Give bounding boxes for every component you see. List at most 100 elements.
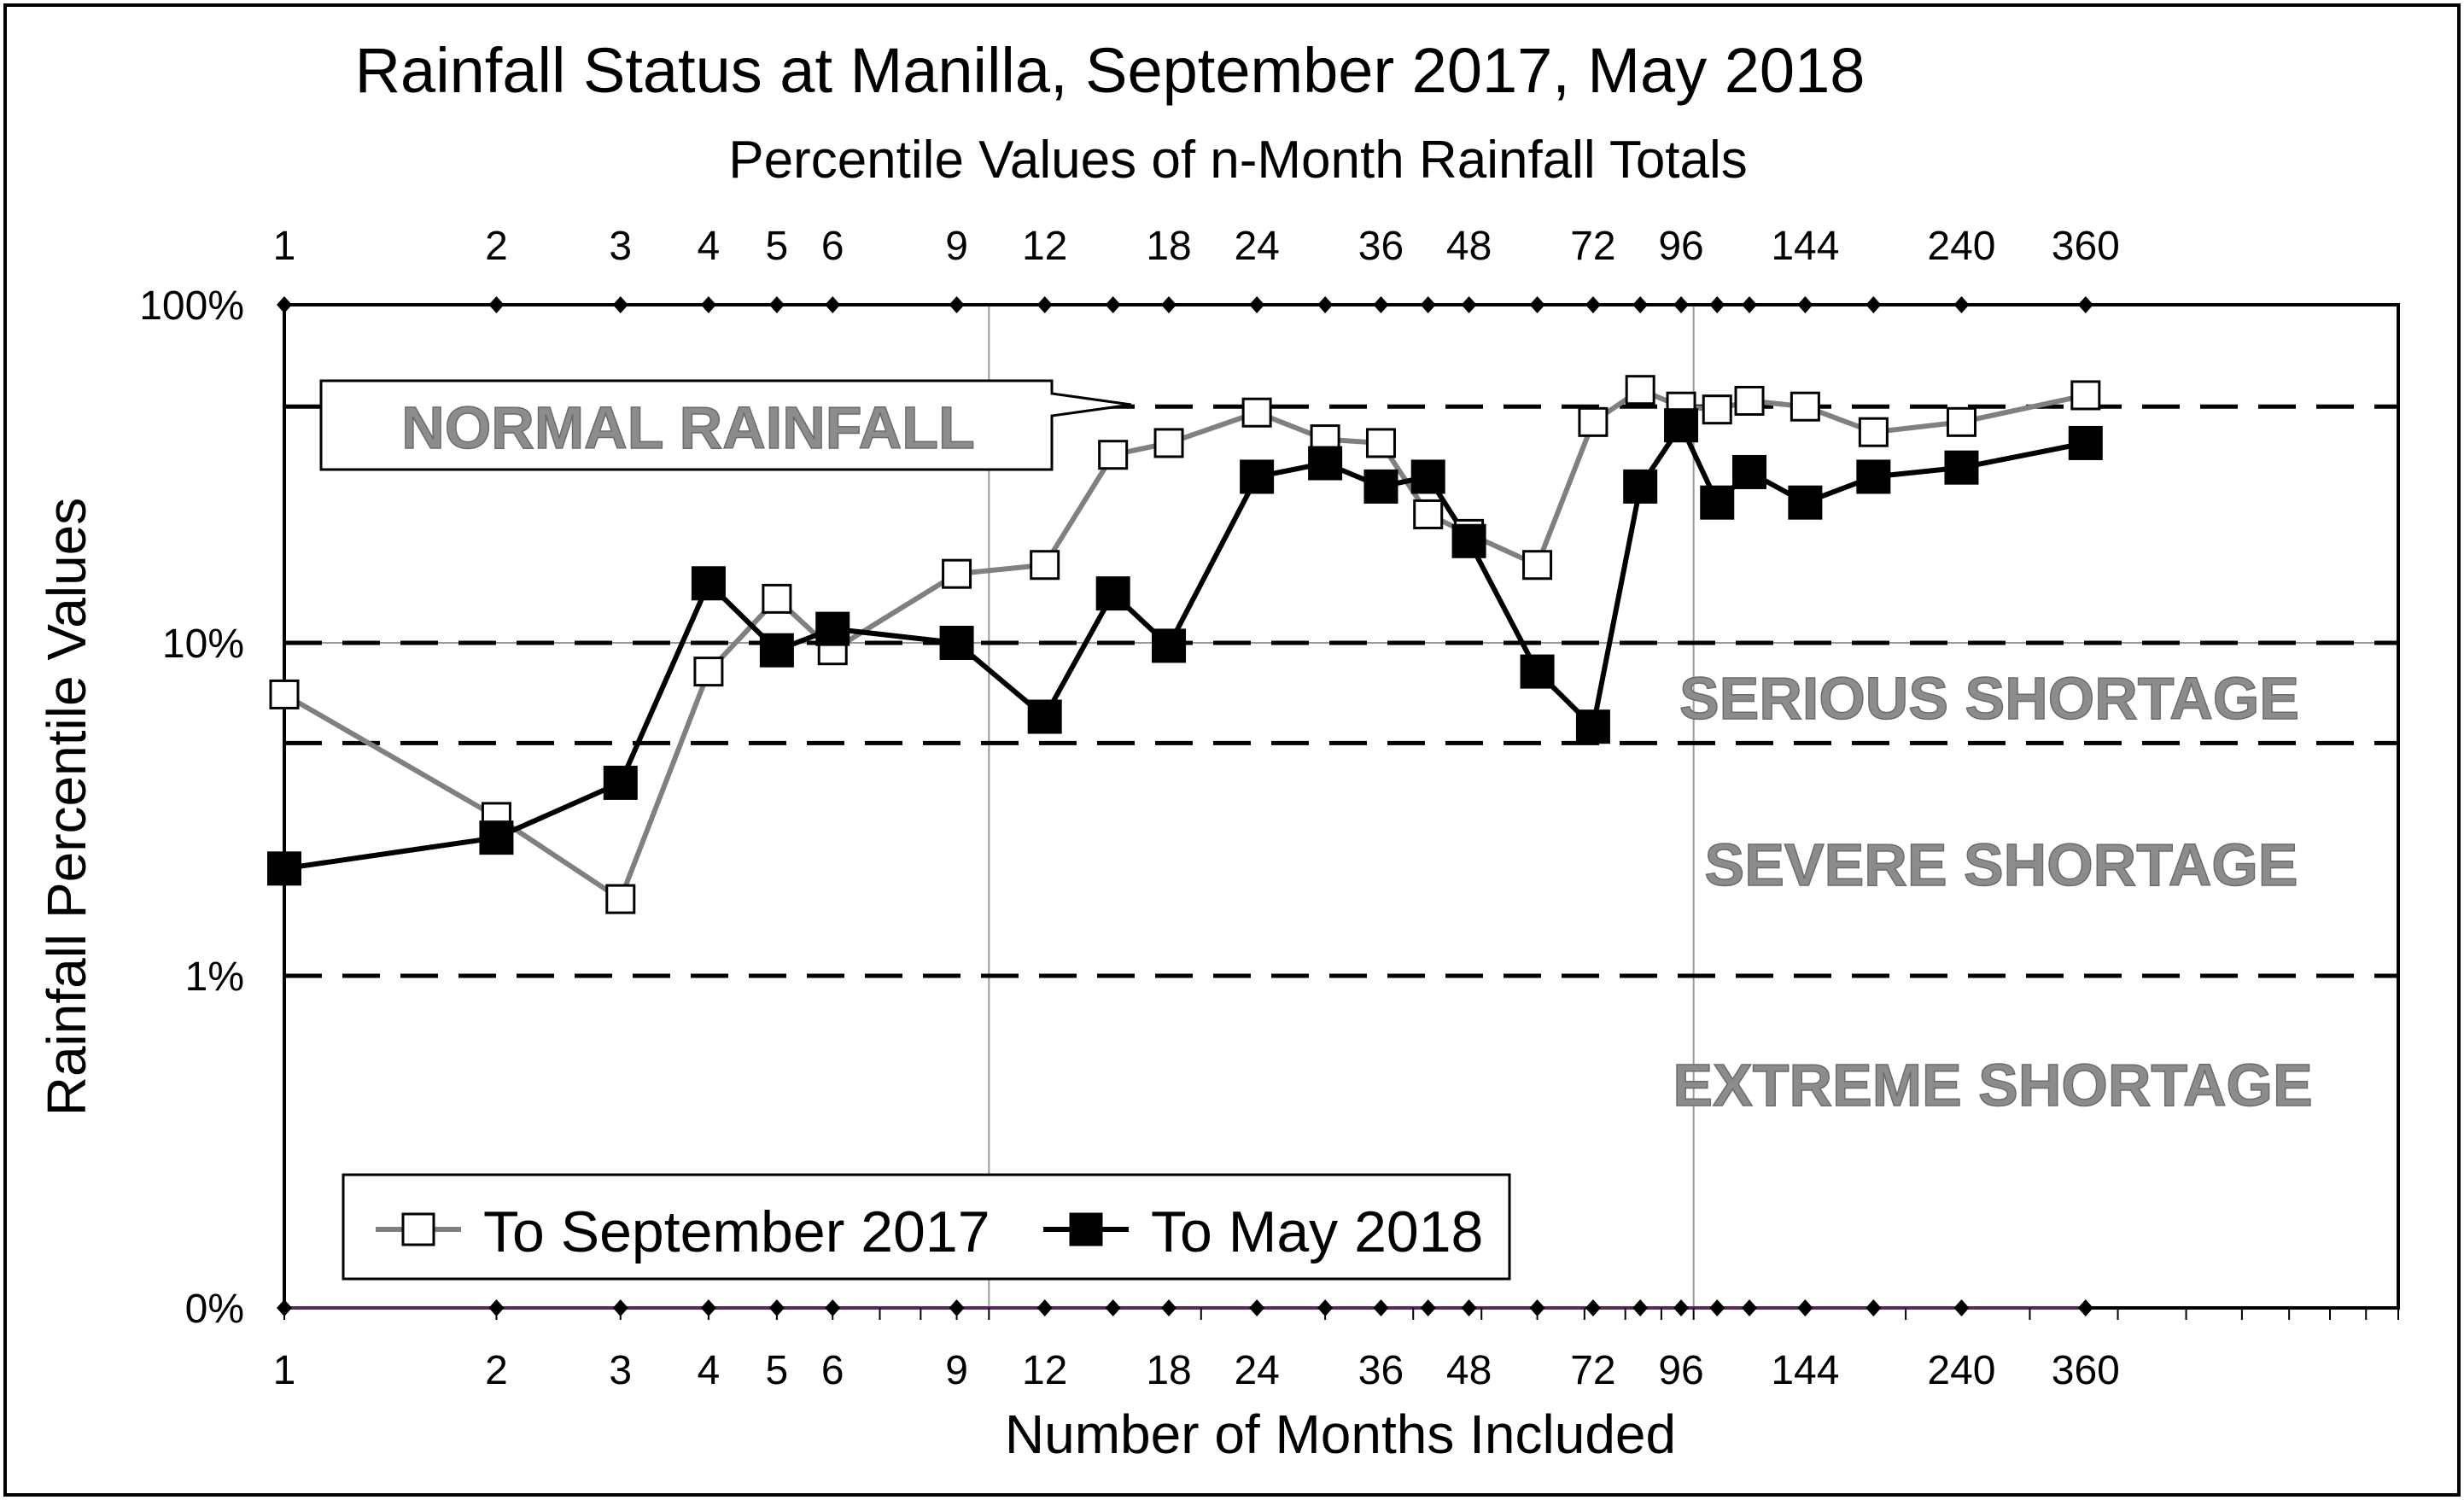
zone-label-severe-shortage: SEVERE SHORTAGE	[1705, 832, 2298, 898]
x-tick-label-top-36: 36	[1358, 224, 1404, 269]
data-point-s1-x15	[1095, 576, 1130, 611]
data-point-s0-x60	[1522, 550, 1553, 581]
data-point-s1-x4	[691, 566, 726, 601]
axis-tick-marks	[277, 296, 2399, 1320]
x-tick-label-top-3: 3	[609, 224, 632, 269]
data-point-s0-x1	[269, 679, 300, 709]
x-tick-label-bottom-6: 6	[821, 1348, 844, 1393]
data-point-s0-x12	[1030, 550, 1060, 581]
data-point-s0-x180	[1858, 417, 1889, 447]
data-point-s1-x240	[1944, 450, 1979, 485]
top-rail-marker-36	[1373, 296, 1389, 313]
x-tick-label-bottom-36: 36	[1358, 1348, 1404, 1393]
y-axis-title: Rainfall Percentile Values	[36, 498, 97, 1117]
top-rail-marker-72	[1585, 296, 1601, 313]
x-tick-label-bottom-96: 96	[1658, 1348, 1703, 1393]
bottom-rail-marker-120	[1742, 1299, 1758, 1316]
y-tick-label-10pct: 10%	[162, 622, 244, 667]
x-tick-label-bottom-24: 24	[1234, 1348, 1279, 1393]
x-tick-label-bottom-12: 12	[1022, 1348, 1067, 1393]
data-point-s1-x1	[267, 851, 301, 886]
bottom-rail-marker-360	[2077, 1299, 2093, 1316]
bottom-rail-marker-96	[1673, 1299, 1690, 1316]
data-point-s1-x120	[1732, 454, 1767, 489]
top-rail-marker-15	[1105, 296, 1121, 313]
data-point-s0-x9	[942, 558, 972, 589]
x-tick-label-bottom-1: 1	[273, 1348, 296, 1393]
bottom-rail-marker-108	[1709, 1299, 1725, 1316]
bottom-rail-marker-36	[1373, 1299, 1389, 1316]
top-rail-marker-108	[1709, 296, 1725, 313]
top-rail-marker-4	[700, 296, 716, 313]
x-tick-label-top-72: 72	[1570, 224, 1615, 269]
x-tick-label-bottom-48: 48	[1446, 1348, 1492, 1393]
bottom-rail-marker-12	[1036, 1299, 1053, 1316]
top-rail-marker-2	[488, 296, 505, 313]
data-point-s0-x360	[2070, 380, 2101, 411]
y-tick-label-100pct: 100%	[139, 283, 244, 329]
top-rail-marker-1	[277, 296, 292, 313]
data-point-s1-x3	[603, 765, 638, 800]
data-point-s0-x84	[1625, 375, 1655, 406]
top-rail-marker-3	[612, 296, 628, 313]
callout-box	[319, 379, 1132, 471]
legend: To September 2017 To May 2018	[342, 1173, 1511, 1281]
data-point-s0-x15	[1098, 440, 1129, 470]
data-point-s1-x180	[1856, 459, 1891, 494]
zone-label-serious-shortage: SERIOUS SHORTAGE	[1679, 665, 2299, 732]
x-tick-label-top-5: 5	[766, 224, 789, 269]
axis-tick-labels: 1122334455669912121818242436364848727296…	[139, 224, 2120, 1393]
x-tick-label-top-9: 9	[945, 224, 968, 269]
data-point-s0-x42	[1413, 499, 1444, 529]
data-point-s1-x2	[479, 820, 514, 855]
x-tick-label-top-144: 144	[1771, 224, 1839, 269]
legend-marker-may2018	[1069, 1212, 1103, 1246]
zone-label-extreme-shortage: EXTREME SHORTAGE	[1673, 1052, 2312, 1118]
y-tick-label-0pct: 0%	[185, 1287, 244, 1332]
top-rail-marker-120	[1742, 296, 1758, 313]
top-rail-marker-48	[1461, 296, 1477, 313]
top-rail-marker-18	[1161, 296, 1177, 313]
chart-subtitle: Percentile Values of n-Month Rainfall To…	[728, 131, 1748, 190]
y-tick-label-1pct: 1%	[185, 954, 244, 1000]
top-rail-marker-12	[1036, 296, 1053, 313]
data-point-s0-x5	[762, 583, 792, 614]
top-rail-marker-360	[2077, 296, 2093, 313]
data-point-s1-x18	[1152, 628, 1187, 663]
x-tick-label-top-24: 24	[1234, 224, 1279, 269]
x-tick-label-bottom-18: 18	[1146, 1348, 1191, 1393]
data-point-s1-x360	[2068, 425, 2103, 460]
legend-marker-sep2017	[401, 1212, 435, 1246]
data-point-s1-x48	[1451, 523, 1486, 558]
x-axis-title: Number of Months Included	[1005, 1404, 1676, 1465]
zone-label-normal-rainfall: NORMAL RAINFALL	[401, 394, 974, 461]
bottom-rail-marker-42	[1420, 1299, 1436, 1316]
legend-label-sep2017: To September 2017	[483, 1199, 990, 1264]
data-point-s0-x144	[1790, 391, 1820, 422]
top-rail-marker-9	[949, 296, 965, 313]
x-tick-label-bottom-72: 72	[1570, 1348, 1615, 1393]
data-point-s0-x3	[605, 884, 636, 914]
x-tick-label-bottom-240: 240	[1927, 1348, 1995, 1393]
x-tick-label-top-240: 240	[1927, 224, 1995, 269]
x-tick-label-top-12: 12	[1022, 224, 1067, 269]
bottom-rail-marker-24	[1249, 1299, 1265, 1316]
data-point-s1-x96	[1664, 408, 1699, 443]
x-tick-label-bottom-4: 4	[698, 1348, 721, 1393]
data-point-s0-x108	[1702, 394, 1732, 425]
data-point-s0-x72	[1578, 406, 1609, 437]
bottom-rail-marker-48	[1461, 1299, 1477, 1316]
data-point-s0-x18	[1153, 428, 1184, 458]
x-tick-label-bottom-2: 2	[485, 1348, 508, 1393]
data-point-s1-x6	[815, 611, 850, 646]
top-rail-marker-24	[1249, 296, 1265, 313]
top-rail-marker-96	[1673, 296, 1690, 313]
data-point-s1-x24	[1240, 459, 1275, 494]
bottom-rail-marker-240	[1953, 1299, 1970, 1316]
data-point-s0-x120	[1734, 385, 1765, 416]
top-rail-marker-6	[825, 296, 841, 313]
top-rail-marker-42	[1420, 296, 1436, 313]
x-tick-label-top-6: 6	[821, 224, 844, 269]
x-tick-label-bottom-9: 9	[945, 1348, 968, 1393]
